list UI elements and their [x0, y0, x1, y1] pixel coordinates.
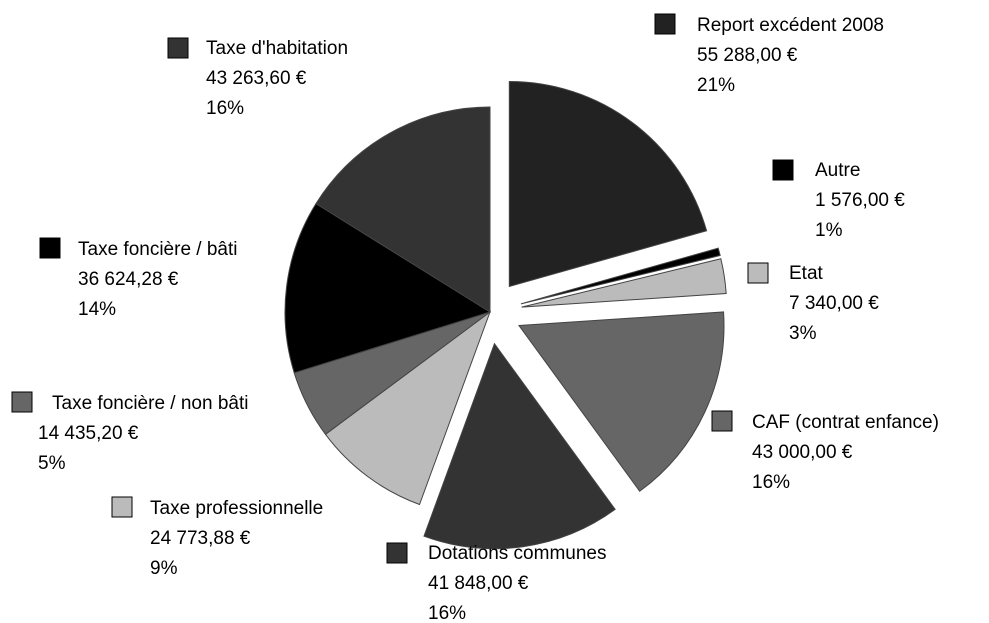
- legend-swatch: [654, 13, 676, 35]
- slice: [508, 80, 708, 288]
- value-label: 24 773,88 €: [150, 528, 251, 549]
- legend-swatch: [111, 496, 133, 518]
- value-label: 14 435,20 €: [38, 423, 139, 444]
- slice: [284, 202, 492, 374]
- slice: [423, 342, 616, 550]
- slice: [518, 311, 725, 492]
- value-label: 43 263,60 €: [206, 68, 307, 89]
- percent-label: 16%: [752, 472, 790, 493]
- value-label: 41 848,00 €: [428, 573, 529, 594]
- slice-label: Taxe professionnelle: [150, 498, 323, 519]
- slice-label: Autre: [815, 160, 860, 181]
- percent-label: 16%: [428, 603, 466, 623]
- value-label: 55 288,00 €: [697, 45, 798, 66]
- slice-label: CAF (contrat enfance): [752, 412, 939, 433]
- legend-swatch: [11, 391, 33, 413]
- legend-swatch: [711, 410, 733, 432]
- slice-label: Report excédent 2008: [697, 15, 884, 36]
- slice: [315, 106, 491, 313]
- slice-label: Taxe d'habitation: [206, 38, 348, 59]
- percent-label: 5%: [38, 453, 66, 474]
- slice-label: Taxe foncière / bâti: [78, 239, 237, 260]
- legend-swatch: [747, 262, 769, 284]
- percent-label: 14%: [78, 299, 116, 320]
- slice-label: Etat: [789, 263, 824, 284]
- slice: [324, 310, 492, 506]
- value-label: 7 340,00 €: [789, 293, 879, 314]
- percent-label: 21%: [697, 75, 735, 96]
- percent-label: 3%: [789, 323, 817, 344]
- value-label: 36 624,28 €: [78, 269, 179, 290]
- slice-label: Taxe foncière / non bâti: [52, 393, 248, 414]
- legend-swatch: [386, 542, 408, 564]
- slice-label: Dotations communes: [428, 543, 606, 564]
- legend-swatch: [39, 237, 61, 259]
- legend-swatch: [772, 159, 794, 181]
- slice: [520, 247, 721, 305]
- percent-label: 9%: [150, 558, 178, 579]
- value-label: 43 000,00 €: [752, 442, 853, 463]
- value-label: 1 576,00 €: [815, 190, 905, 211]
- slice: [521, 258, 727, 308]
- percent-label: 16%: [206, 98, 244, 119]
- percent-label: 1%: [815, 220, 843, 241]
- legend-swatch: [167, 37, 189, 59]
